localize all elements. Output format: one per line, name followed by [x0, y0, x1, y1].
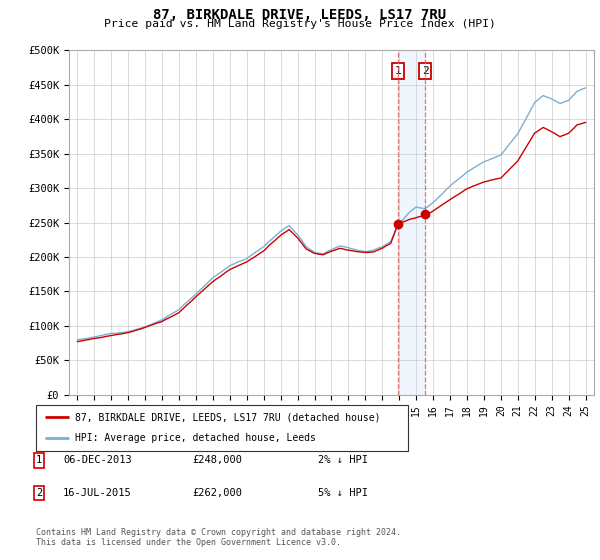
Text: 06-DEC-2013: 06-DEC-2013 [63, 455, 132, 465]
Bar [398, 50, 425, 395]
Text: HPI: Average price, detached house, Leeds: HPI: Average price, detached house, Leed… [75, 433, 316, 444]
Text: £262,000: £262,000 [192, 488, 242, 498]
Text: 1: 1 [395, 66, 401, 76]
Text: 16-JUL-2015: 16-JUL-2015 [63, 488, 132, 498]
Text: 2% ↓ HPI: 2% ↓ HPI [318, 455, 368, 465]
Text: 2: 2 [422, 66, 428, 76]
Text: 5% ↓ HPI: 5% ↓ HPI [318, 488, 368, 498]
Text: Contains HM Land Registry data © Crown copyright and database right 2024.
This d: Contains HM Land Registry data © Crown c… [36, 528, 401, 547]
Text: 1: 1 [36, 455, 42, 465]
Text: 2: 2 [36, 488, 42, 498]
FancyBboxPatch shape [36, 405, 408, 451]
Text: Price paid vs. HM Land Registry's House Price Index (HPI): Price paid vs. HM Land Registry's House … [104, 19, 496, 29]
Text: 87, BIRKDALE DRIVE, LEEDS, LS17 7RU (detached house): 87, BIRKDALE DRIVE, LEEDS, LS17 7RU (det… [75, 412, 380, 422]
Text: 87, BIRKDALE DRIVE, LEEDS, LS17 7RU: 87, BIRKDALE DRIVE, LEEDS, LS17 7RU [154, 8, 446, 22]
Text: £248,000: £248,000 [192, 455, 242, 465]
